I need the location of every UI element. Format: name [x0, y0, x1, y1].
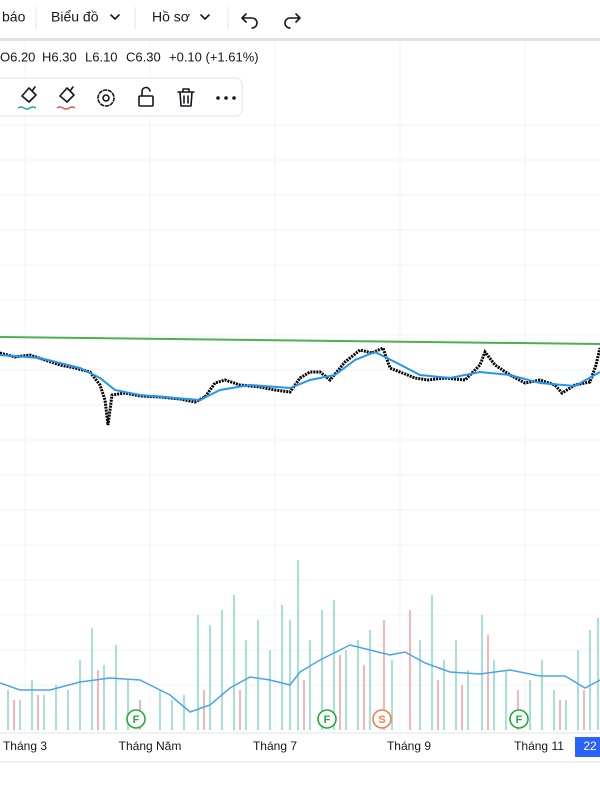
redo-button[interactable]: [284, 13, 301, 29]
chart-grid: [0, 41, 600, 732]
event-marker[interactable]: F: [509, 709, 529, 729]
event-marker[interactable]: F: [317, 709, 337, 729]
event-label: S: [378, 714, 385, 726]
legend-high: H6.30: [42, 49, 77, 64]
lock-button[interactable]: [138, 86, 154, 107]
legend-close: C6.30: [126, 49, 161, 64]
current-time-label: 22: [583, 739, 597, 753]
more-button[interactable]: [216, 96, 236, 100]
legend-change: +0.10 (+1.61%): [169, 49, 259, 64]
chevron: [110, 14, 120, 20]
drawing-toolbar: [0, 77, 243, 117]
chart-menu[interactable]: Biểu đồ: [51, 9, 99, 25]
event-marker[interactable]: F: [126, 709, 146, 729]
legend-open: O6.20: [0, 49, 35, 64]
profile-menu[interactable]: Hồ sơ: [152, 9, 190, 25]
alert-button[interactable]: báo: [2, 9, 26, 25]
delete-button[interactable]: [177, 88, 195, 107]
fill-color-button[interactable]: [17, 86, 37, 110]
time-label: Tháng 9: [387, 739, 431, 753]
line-color-button[interactable]: [56, 86, 76, 110]
volume-up: [7, 560, 599, 730]
chevron: [200, 14, 210, 20]
candlesticks: [0, 345, 600, 426]
time-label: Tháng 3: [3, 739, 47, 753]
event-label: F: [324, 714, 331, 726]
time-label: Tháng 11: [514, 739, 564, 753]
settings-button[interactable]: [97, 89, 115, 107]
undo-button[interactable]: [241, 13, 258, 29]
current-time-badge: [575, 737, 600, 757]
legend-low: L6.10: [85, 49, 118, 64]
event-marker[interactable]: S: [372, 709, 392, 729]
event-label: F: [133, 714, 140, 726]
moving-average: [0, 350, 600, 402]
toolbar-border: [0, 38, 600, 41]
trend-line[interactable]: [0, 336, 600, 345]
volume-ma: [0, 644, 600, 713]
time-label: Tháng Năm: [119, 739, 182, 753]
time-label: Tháng 7: [253, 739, 297, 753]
event-label: F: [516, 714, 523, 726]
